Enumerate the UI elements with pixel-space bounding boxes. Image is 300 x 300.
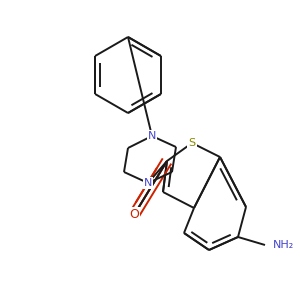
Text: NH₂: NH₂ xyxy=(273,240,294,250)
Text: S: S xyxy=(188,138,196,148)
Text: O: O xyxy=(129,208,139,221)
Text: N: N xyxy=(148,131,156,141)
Text: N: N xyxy=(144,178,152,188)
